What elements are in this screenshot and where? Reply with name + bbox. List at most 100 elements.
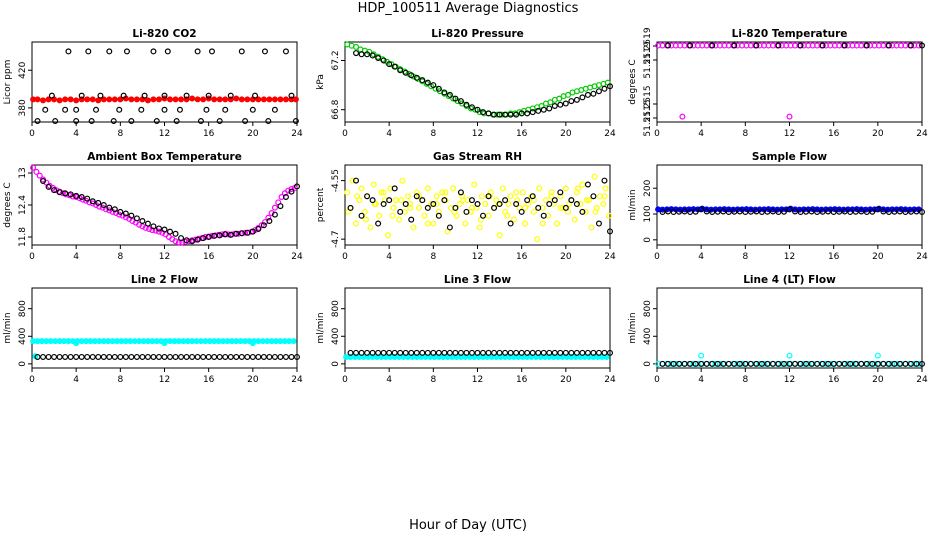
data-point: [194, 353, 201, 360]
panel-line-3-flow: Line 3 Flow ml/min 0 4 8 12 16 20 24 0 400 800: [316, 274, 616, 385]
data-point: [260, 222, 267, 229]
data-point: [902, 360, 909, 367]
panel-sample-flow: Sample Flow ml/min 0 4 8 12 16 20 24 0 100 200: [628, 151, 928, 262]
data-point: [502, 197, 509, 204]
data-point: [415, 193, 422, 200]
data-point: [242, 229, 249, 236]
data-point: [117, 353, 124, 360]
data-point: [161, 353, 168, 360]
data-point: [380, 57, 387, 64]
data-point: [84, 353, 91, 360]
data-point: [513, 349, 520, 356]
data-point: [753, 360, 760, 367]
panel-title: Line 3 Flow: [444, 274, 511, 286]
data-point: [402, 201, 409, 208]
data-point: [172, 230, 179, 237]
data-point: [261, 48, 268, 55]
data-point: [452, 204, 459, 211]
data-point: [562, 349, 569, 356]
data-point: [183, 353, 190, 360]
data-point: [442, 189, 449, 196]
y-axis-label: degrees C: [628, 59, 638, 104]
data-point: [89, 353, 96, 360]
data-point: [880, 360, 887, 367]
data-point: [586, 197, 593, 204]
data-point: [573, 349, 580, 356]
data-point: [450, 95, 457, 102]
y-tick-label: 0: [18, 361, 28, 367]
data-point: [294, 353, 301, 360]
data-point: [260, 96, 267, 103]
data-point: [736, 208, 743, 215]
data-point: [505, 201, 512, 208]
data-point: [918, 208, 925, 215]
data-point: [428, 201, 435, 208]
data-point: [902, 208, 909, 215]
data-point: [419, 197, 426, 204]
x-tick-label: 24: [916, 129, 928, 139]
x-tick-label: 4: [386, 252, 392, 262]
data-point: [380, 349, 387, 356]
data-point: [128, 118, 135, 125]
data-point: [56, 189, 63, 196]
data-point: [841, 42, 848, 49]
data-point: [681, 360, 688, 367]
x-tick-label: 4: [698, 252, 704, 262]
data-point: [852, 208, 859, 215]
data-point: [659, 360, 666, 367]
data-point: [106, 353, 113, 360]
data-point: [595, 349, 602, 356]
data-point: [133, 215, 140, 222]
data-point: [282, 194, 289, 201]
data-point: [271, 353, 278, 360]
x-tick-label: 20: [247, 252, 259, 262]
data-point: [200, 235, 207, 242]
data-point: [514, 197, 521, 204]
y-tick-label: 400: [18, 327, 28, 344]
data-point: [402, 69, 409, 76]
data-point: [590, 90, 597, 97]
data-point: [496, 232, 503, 239]
data-point: [474, 106, 481, 113]
data-point: [433, 201, 440, 208]
x-tick-label: 16: [828, 129, 840, 139]
data-point: [830, 360, 837, 367]
data-point: [579, 94, 586, 101]
data-point: [423, 80, 430, 87]
x-tick-label: 12: [472, 252, 483, 262]
panel-title: Gas Stream RH: [433, 151, 522, 163]
data-point: [742, 360, 749, 367]
data-point: [582, 208, 589, 215]
data-point: [480, 109, 487, 116]
data-point: [519, 189, 526, 196]
data-point: [714, 360, 721, 367]
data-point: [896, 208, 903, 215]
data-point: [294, 183, 301, 190]
data-point: [164, 48, 171, 55]
data-point: [242, 118, 249, 125]
panel-title: Li-820 CO2: [132, 28, 196, 40]
data-point: [106, 96, 113, 103]
data-point: [775, 208, 782, 215]
series-0: [30, 95, 299, 104]
data-point: [557, 189, 564, 196]
data-point: [548, 193, 555, 200]
data-point: [504, 212, 511, 219]
x-tick-label: 12: [784, 375, 795, 385]
data-point: [51, 187, 58, 194]
x-tick-label: 20: [560, 129, 572, 139]
data-point: [408, 216, 415, 223]
data-point: [138, 106, 145, 113]
data-point: [386, 349, 393, 356]
series-0: [344, 41, 611, 118]
data-point: [34, 96, 41, 103]
y-tick-label: 67.2: [331, 50, 341, 70]
data-point: [211, 96, 218, 103]
x-tick-label: 8: [117, 129, 123, 139]
y-tick-label: 51.2515: [643, 99, 653, 136]
series-0: [655, 42, 922, 120]
x-tick-label: 16: [828, 252, 840, 262]
x-tick-label: 24: [916, 252, 928, 262]
data-point: [216, 353, 223, 360]
data-point: [266, 353, 273, 360]
